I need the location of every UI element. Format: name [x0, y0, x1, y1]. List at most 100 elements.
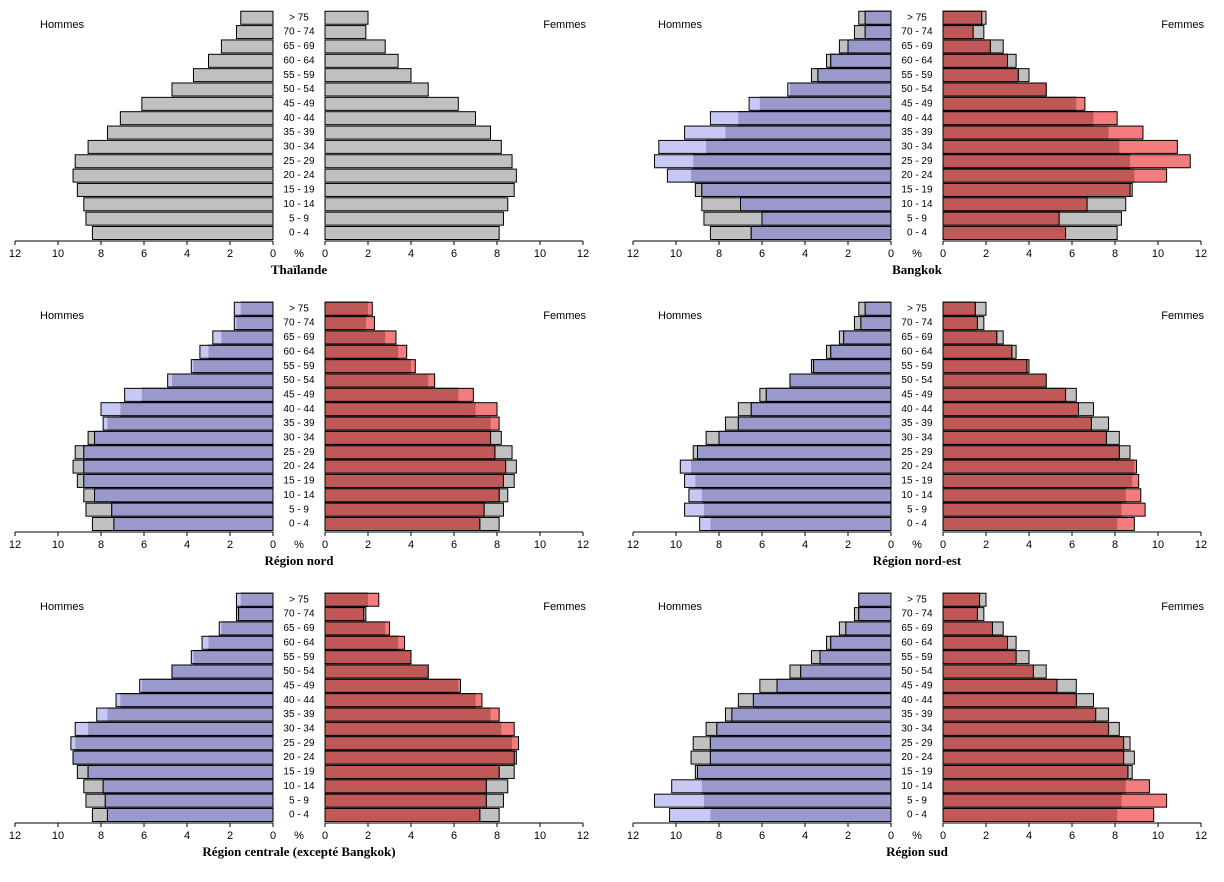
- bar: [943, 416, 1092, 431]
- bar: [104, 793, 273, 808]
- series-name: Femmes: [543, 19, 586, 31]
- x-tick-label: 2: [845, 248, 851, 260]
- x-tick-label: 12: [577, 248, 589, 260]
- bar: [943, 402, 1079, 417]
- bar: [943, 344, 1013, 359]
- x-tick-label: 8: [1112, 830, 1118, 842]
- bar: [943, 10, 983, 25]
- bar: [324, 53, 399, 68]
- age-label: 15 - 19: [283, 185, 315, 196]
- bar: [83, 197, 274, 212]
- age-label: 50 - 54: [283, 84, 315, 95]
- series-name: Femmes: [1161, 310, 1204, 322]
- x-tick-label: 10: [534, 248, 546, 260]
- x-tick-label: 12: [9, 830, 21, 842]
- series-name: Hommes: [658, 19, 703, 31]
- age-label: 70 - 74: [283, 318, 315, 329]
- bar: [324, 111, 476, 126]
- bar: [943, 168, 1135, 183]
- age-label: 25 - 29: [901, 156, 933, 167]
- x-tick-label: 0: [940, 248, 946, 260]
- age-label: 10 - 14: [901, 490, 933, 501]
- age-label: 60 - 64: [283, 55, 315, 66]
- x-tick-label: 0: [888, 248, 894, 260]
- bar: [74, 154, 274, 169]
- age-label: 65 - 69: [901, 41, 933, 52]
- x-tick-label: 4: [1026, 539, 1032, 551]
- age-label: 50 - 54: [901, 84, 933, 95]
- x-tick-label: 6: [1069, 830, 1075, 842]
- bar: [238, 607, 273, 622]
- bar: [220, 39, 274, 54]
- bar: [858, 592, 891, 607]
- x-tick-label: 6: [759, 830, 765, 842]
- age-label: 45 - 49: [283, 389, 315, 400]
- x-tick-label: 10: [52, 539, 64, 551]
- x-tick-label: 2: [365, 539, 371, 551]
- age-label: 25 - 29: [283, 156, 315, 167]
- bar: [943, 808, 1118, 822]
- bar: [171, 664, 273, 679]
- bar: [325, 693, 476, 708]
- bar: [85, 211, 274, 226]
- bar: [943, 502, 1122, 517]
- x-tick-label: 10: [52, 830, 64, 842]
- x-tick-label: 10: [670, 248, 682, 260]
- bar: [120, 402, 273, 417]
- age-label: 70 - 74: [901, 318, 933, 329]
- bar: [789, 82, 892, 97]
- bar: [325, 488, 500, 503]
- age-label: 65 - 69: [901, 623, 933, 634]
- bar: [943, 488, 1126, 503]
- bar: [759, 96, 891, 111]
- x-tick-label: 2: [227, 248, 233, 260]
- bar: [943, 650, 1017, 665]
- x-tick-label: 12: [627, 830, 639, 842]
- bar: [843, 330, 892, 345]
- age-label: 5 - 9: [289, 504, 309, 515]
- age-label: 45 - 49: [901, 680, 933, 691]
- x-tick-label: 12: [1195, 539, 1207, 551]
- bar: [716, 721, 891, 736]
- bar: [943, 39, 991, 54]
- bar: [325, 316, 366, 331]
- age-label: 55 - 59: [901, 361, 933, 372]
- bar: [324, 82, 429, 97]
- age-label: 60 - 64: [901, 346, 933, 357]
- bar: [860, 316, 892, 331]
- bar: [830, 53, 891, 68]
- bar: [324, 125, 492, 140]
- bar: [141, 678, 273, 693]
- chart-title: Bangkok: [892, 262, 943, 277]
- bar: [943, 197, 1088, 212]
- bar: [943, 96, 1077, 111]
- bar: [943, 373, 1047, 388]
- age-label: 65 - 69: [283, 332, 315, 343]
- bar: [76, 182, 274, 197]
- age-label: 0 - 4: [289, 228, 309, 239]
- x-tick-label: 8: [494, 539, 500, 551]
- x-tick-label: 0: [270, 248, 276, 260]
- bar: [703, 793, 892, 808]
- bar: [943, 459, 1135, 474]
- bar: [325, 359, 411, 374]
- x-tick-label: 10: [534, 830, 546, 842]
- age-label: 65 - 69: [283, 41, 315, 52]
- age-label: 55 - 59: [283, 70, 315, 81]
- age-label: 15 - 19: [901, 476, 933, 487]
- bar: [725, 125, 892, 140]
- bar: [106, 808, 274, 822]
- bar: [706, 139, 891, 154]
- age-label: 20 - 24: [901, 461, 933, 472]
- bar: [325, 387, 459, 402]
- bar: [221, 330, 273, 345]
- age-label: 60 - 64: [283, 346, 315, 357]
- bar: [750, 226, 892, 240]
- bar: [943, 445, 1120, 460]
- bar: [72, 168, 274, 183]
- x-tick-label: 2: [845, 539, 851, 551]
- bar: [761, 211, 892, 226]
- chart-title: Thaïlande: [271, 262, 328, 277]
- age-label: 40 - 44: [901, 113, 933, 124]
- bar: [789, 373, 892, 388]
